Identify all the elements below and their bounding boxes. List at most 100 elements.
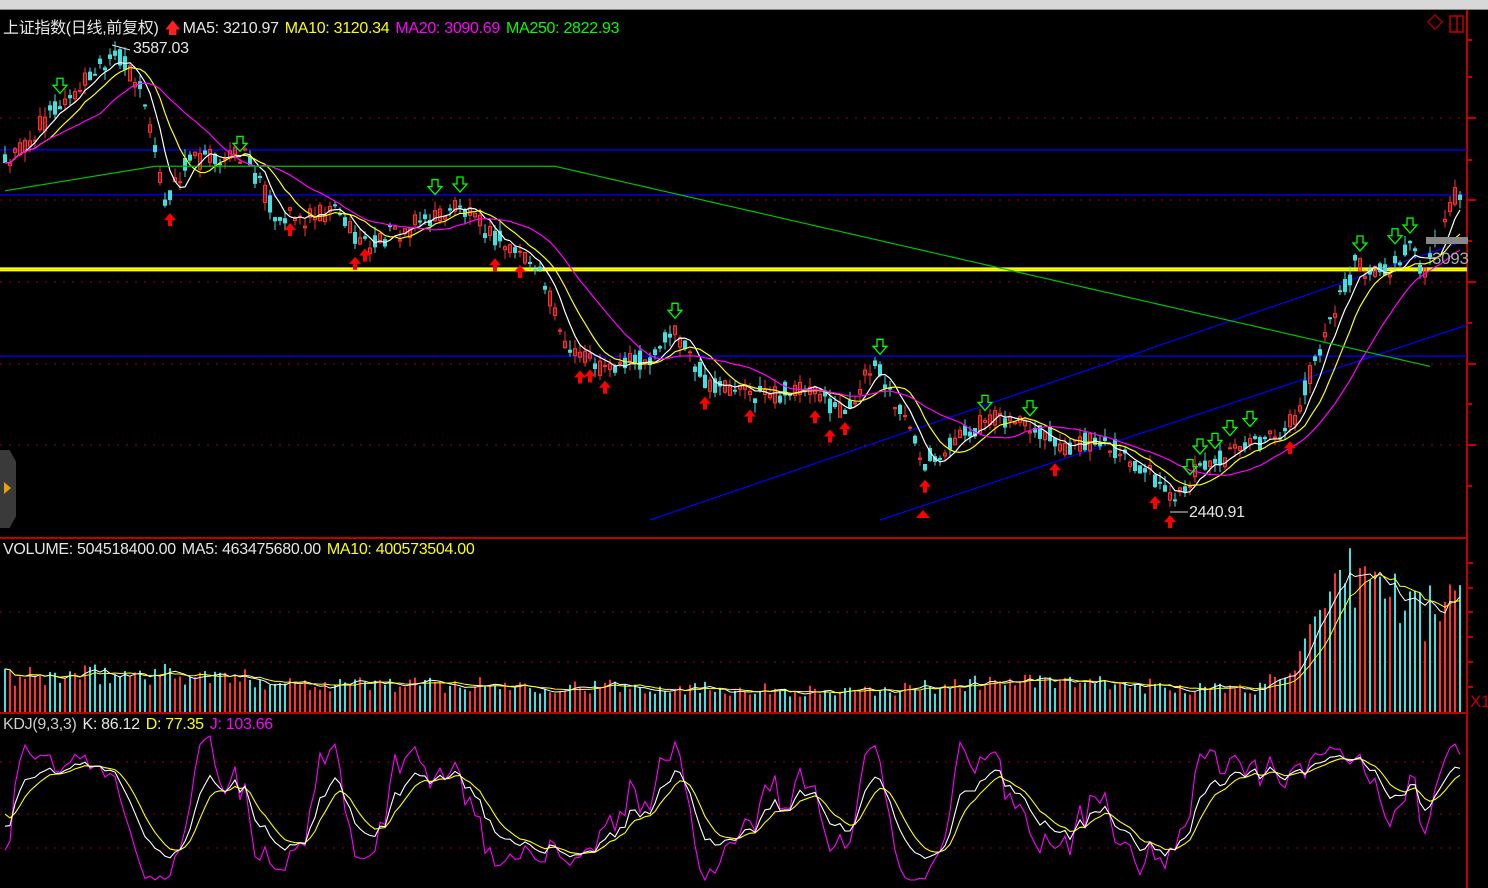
- candle-body: [478, 214, 482, 227]
- candle-body: [1238, 445, 1242, 451]
- candle-body: [868, 373, 872, 376]
- candle-body: [353, 231, 357, 244]
- candle-body: [518, 250, 522, 253]
- price-panel-header: 上证指数(日线,前复权) 🡅 MA5: 3210.97 MA10: 3120.34 MA…: [3, 14, 625, 44]
- ma20-line: [4, 82, 1461, 477]
- candle-body: [283, 218, 287, 224]
- candle-body: [208, 148, 212, 163]
- candle-body: [303, 225, 307, 229]
- buy-signal-arrow-icon: [489, 258, 501, 272]
- candle-body: [1183, 486, 1187, 492]
- candle-body: [458, 205, 462, 208]
- candle-body: [538, 266, 542, 271]
- kdj-k-value: K: 86.12: [82, 716, 140, 733]
- ma5-value: MA5: 3210.97: [182, 20, 279, 37]
- candle-body: [453, 200, 457, 212]
- candle-body: [138, 81, 142, 90]
- candle-body: [533, 268, 537, 271]
- candle-body: [753, 398, 757, 404]
- candle-body: [1163, 485, 1167, 492]
- candle-body: [703, 374, 707, 389]
- candle-body: [398, 239, 402, 242]
- candle-body: [73, 91, 77, 100]
- candle-body: [13, 148, 17, 154]
- ma5-line: [4, 61, 1461, 494]
- candle-body: [1453, 187, 1457, 205]
- sell-signal-arrow-icon: [1206, 432, 1224, 450]
- buy-signal-arrow-icon: [349, 256, 361, 270]
- candle-body: [693, 366, 697, 373]
- candle-body: [1118, 453, 1122, 457]
- candle-body: [358, 237, 362, 245]
- candle-body: [1188, 485, 1192, 489]
- buy-signal-arrow-icon: [599, 380, 611, 394]
- buy-signal-arrow-icon: [574, 370, 586, 384]
- candle-body: [1098, 442, 1102, 447]
- candle-body: [623, 357, 627, 369]
- candle-body: [28, 140, 32, 147]
- candle-body: [553, 307, 557, 316]
- candle-body: [1408, 240, 1412, 244]
- sell-signal-arrow-icon: [1386, 228, 1404, 245]
- candle-body: [773, 386, 777, 404]
- candle-body: [768, 394, 772, 399]
- candle-body: [108, 54, 112, 59]
- candle-body: [1213, 458, 1217, 464]
- candle-body: [733, 389, 737, 392]
- candle-body: [423, 214, 427, 220]
- candle-body: [488, 226, 492, 237]
- candle-body: [1403, 244, 1407, 256]
- candle-body: [203, 150, 207, 155]
- candle-body: [938, 457, 942, 460]
- sell-signal-arrow-icon: [1021, 400, 1039, 417]
- candle-body: [428, 220, 432, 226]
- candle-body: [1448, 201, 1452, 213]
- sidebar-expand-button[interactable]: [0, 450, 16, 528]
- sell-signal-arrow-icon: [1181, 458, 1199, 476]
- candle-body: [1413, 248, 1417, 252]
- candle-body: [48, 105, 52, 111]
- volume-ma10-line: [4, 573, 1461, 694]
- candle-body: [1103, 437, 1107, 442]
- candle-body: [413, 214, 417, 226]
- candle-body: [128, 65, 132, 82]
- candle-body: [668, 333, 672, 338]
- candle-body: [1203, 460, 1207, 470]
- buy-signal-arrow-icon: [699, 396, 711, 410]
- kdj-k-line: [4, 755, 1461, 859]
- candle-body: [1418, 264, 1422, 274]
- trendline: [879, 324, 1468, 521]
- candle-body: [1358, 257, 1362, 272]
- window-toolbar-strip: [0, 0, 1488, 10]
- candle-body: [508, 244, 512, 254]
- kdj-panel-header: KDJ(9,3,3) K: 86.12 D: 77.35 J: 103.66: [3, 716, 279, 734]
- price-axis-marker: [1426, 237, 1468, 244]
- candle-body: [1198, 463, 1202, 466]
- buy-signal-arrow-icon: [284, 222, 296, 236]
- candle-body: [1298, 405, 1302, 412]
- candle-body: [163, 199, 167, 206]
- candle-body: [253, 172, 257, 184]
- candle-body: [603, 364, 607, 367]
- candle-body: [473, 212, 477, 218]
- candle-body: [1328, 317, 1332, 320]
- candle-body: [168, 190, 172, 201]
- candle-body: [1133, 460, 1137, 472]
- candle-body: [1038, 425, 1042, 439]
- candle-body: [1138, 465, 1142, 474]
- candle-body: [503, 246, 507, 251]
- candle-body: [1313, 356, 1317, 361]
- sell-signal-arrow-icon: [1221, 419, 1239, 437]
- candle-body: [918, 457, 922, 460]
- candle-body: [78, 89, 82, 92]
- sell-signal-arrow-icon: [666, 302, 684, 320]
- buy-signal-arrow-icon: [919, 479, 931, 493]
- candle-body: [1233, 444, 1237, 449]
- candle-body: [558, 329, 562, 332]
- candle-body: [563, 340, 567, 349]
- candle-body: [588, 353, 592, 359]
- candle-body: [548, 290, 552, 307]
- buy-signal-arrow-icon: [514, 265, 526, 279]
- candle-body: [968, 431, 972, 437]
